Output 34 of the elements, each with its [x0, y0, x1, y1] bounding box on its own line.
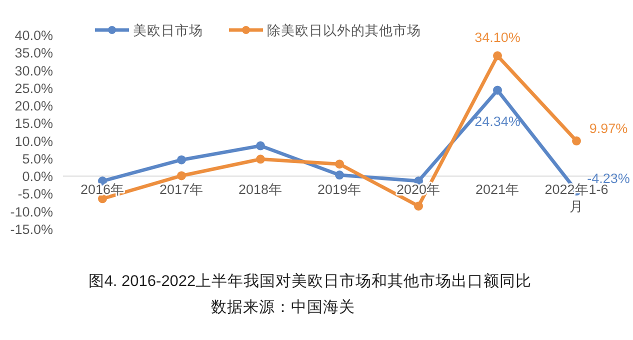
- data-label: 34.10%: [474, 30, 520, 45]
- y-tick-label: 0.0%: [22, 169, 53, 184]
- y-tick-label: 15.0%: [14, 116, 53, 132]
- x-tick-label: 2019年: [317, 182, 362, 198]
- point: [177, 155, 186, 164]
- y-tick-label: 10.0%: [14, 134, 53, 149]
- y-tick-label: -10.0%: [10, 204, 53, 220]
- x-tick-label: 2017年: [159, 182, 204, 198]
- point: [493, 51, 502, 60]
- data-label: 9.97%: [589, 120, 628, 136]
- y-tick-label: 5.0%: [22, 151, 53, 166]
- point: [256, 154, 265, 164]
- y-tick-label: 30.0%: [14, 63, 53, 78]
- text: 图4. 2016-2022上半年我国对美欧日市场和其他市场出口额同比: [88, 272, 532, 290]
- point: [177, 171, 186, 180]
- y-tick-label: -5.0%: [18, 186, 53, 202]
- point: [572, 136, 581, 146]
- x-tick-label: 2021年: [475, 182, 520, 198]
- y-tick-label: 35.0%: [14, 46, 53, 61]
- y-tick-label: -15.0%: [10, 222, 53, 237]
- y-tick-label: 40.0%: [14, 28, 53, 43]
- legend-label: 除美欧日以外的其他市场: [267, 23, 421, 38]
- x-tick-label: 2018年: [238, 182, 283, 198]
- point: [335, 160, 344, 169]
- point: [414, 202, 423, 211]
- y-tick-label: 25.0%: [14, 80, 53, 96]
- point: [256, 141, 265, 150]
- point: [493, 86, 502, 95]
- data-label: 24.34%: [474, 114, 520, 130]
- y-tick-label: 20.0%: [14, 98, 53, 114]
- legend-label: 美欧日市场: [133, 23, 203, 38]
- source-note: 数据来源：中国海关: [211, 298, 355, 316]
- point: [98, 194, 107, 204]
- point: [335, 170, 344, 180]
